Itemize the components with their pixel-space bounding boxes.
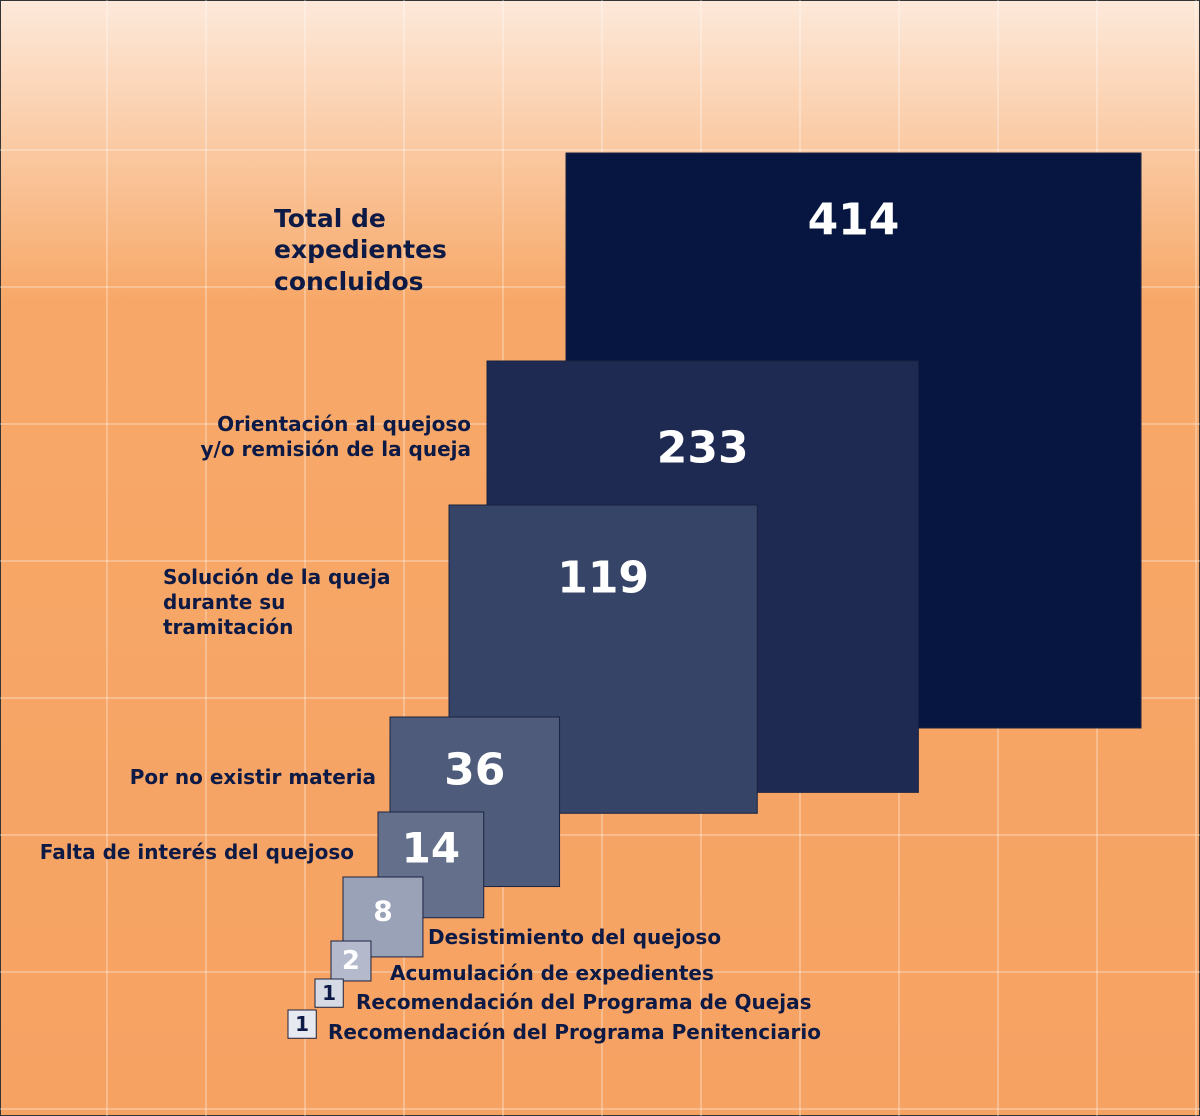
category-label: Falta de interés del quejoso <box>39 840 354 864</box>
value-label: 233 <box>657 423 749 474</box>
category-label: Orientación al quejoso y/o remisión de l… <box>200 412 472 461</box>
category-label: Por no existir materia <box>129 765 376 789</box>
square <box>314 978 344 1008</box>
category-label: Total de expedientes concluidos <box>274 204 447 296</box>
value-label: 36 <box>444 745 505 796</box>
value-label: 1 <box>322 981 336 1005</box>
category-label: Acumulación de expedientes <box>390 961 714 985</box>
value-label: 8 <box>373 895 392 928</box>
category-label: Solución de la queja durante su tramitac… <box>163 565 391 639</box>
category-label: Recomendación del Programa Penitenciario <box>328 1020 821 1044</box>
value-label: 14 <box>402 824 460 873</box>
value-label: 2 <box>342 946 360 976</box>
category-label: Recomendación del Programa de Quejas <box>356 990 812 1014</box>
category-label: Desistimiento del quejoso <box>428 925 722 949</box>
square <box>330 940 372 982</box>
value-label: 414 <box>808 195 900 246</box>
square <box>287 1009 317 1039</box>
value-label: 119 <box>557 553 649 604</box>
value-label: 1 <box>295 1012 309 1036</box>
